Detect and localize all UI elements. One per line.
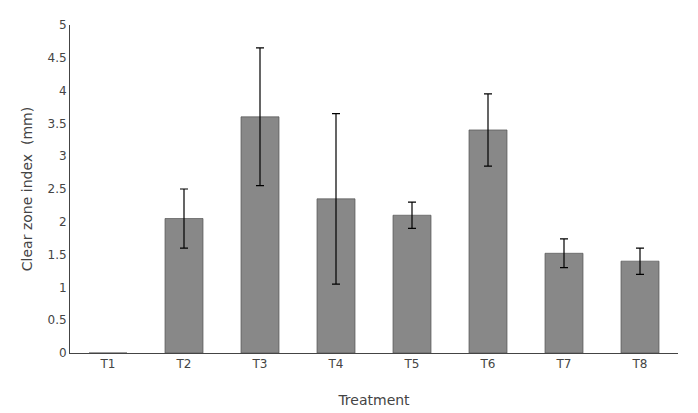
svg-text:T6: T6: [480, 357, 496, 371]
svg-text:Treatment: Treatment: [337, 392, 410, 408]
svg-text:1.5: 1.5: [48, 248, 67, 262]
svg-text:2.5: 2.5: [48, 182, 67, 196]
svg-text:1: 1: [59, 281, 67, 295]
svg-text:T5: T5: [404, 357, 420, 371]
svg-text:4.5: 4.5: [48, 51, 67, 65]
svg-text:3.5: 3.5: [48, 117, 67, 131]
svg-text:2: 2: [59, 215, 67, 229]
svg-text:T3: T3: [252, 357, 268, 371]
svg-text:T2: T2: [176, 357, 192, 371]
svg-text:T8: T8: [632, 357, 648, 371]
svg-text:T1: T1: [100, 357, 116, 371]
svg-text:Clear zone index (mm): Clear zone index (mm): [19, 107, 35, 271]
svg-text:0: 0: [59, 346, 67, 360]
svg-text:T4: T4: [328, 357, 344, 371]
svg-text:4: 4: [59, 84, 67, 98]
svg-text:5: 5: [59, 18, 67, 32]
svg-text:3: 3: [59, 149, 67, 163]
svg-text:0.5: 0.5: [48, 313, 67, 327]
svg-text:T7: T7: [556, 357, 572, 371]
